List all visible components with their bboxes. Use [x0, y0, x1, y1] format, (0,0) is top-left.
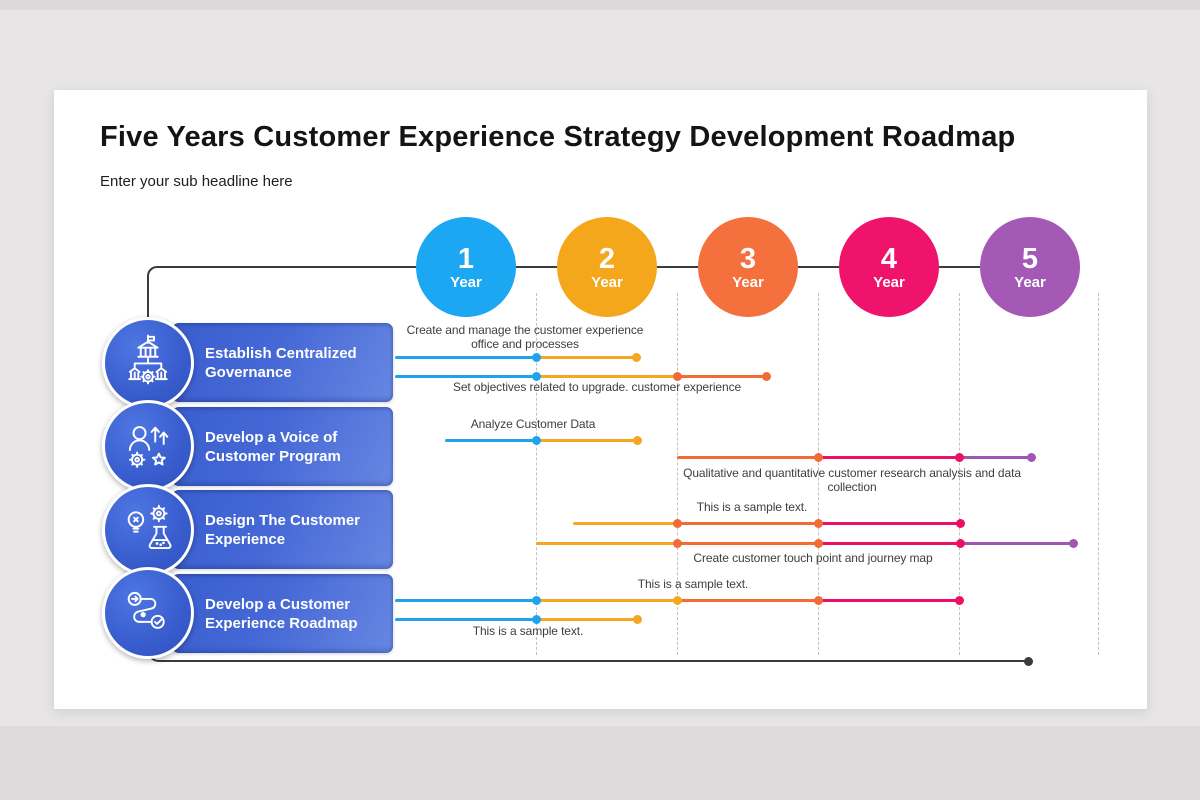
timeline-segment	[818, 455, 959, 459]
timeline-dot	[1026, 452, 1036, 462]
page-title: Five Years Customer Experience Strategy …	[100, 121, 1016, 153]
year-gridline-5	[1098, 293, 1099, 655]
timeline-dot	[954, 452, 964, 462]
year-number: 1	[457, 242, 475, 275]
timeline-segment	[445, 438, 536, 442]
year-circle-1: 1 Year	[416, 217, 516, 317]
timeline-segment	[536, 541, 677, 545]
timeline-dot	[531, 371, 541, 381]
category-box-design-customer-experience: Design The Customer Experience	[172, 490, 393, 569]
timeline-segment	[818, 521, 960, 525]
governance-icon	[119, 332, 177, 395]
timeline-segment	[395, 374, 536, 378]
background-strip-bottom	[0, 726, 1200, 800]
timeline-segment	[536, 617, 637, 621]
timeline-dot	[813, 538, 823, 548]
timeline-segment	[536, 355, 636, 359]
year-gridline-2	[677, 293, 678, 655]
timeline-segment	[536, 598, 677, 602]
timeline-dot	[955, 518, 965, 528]
timeline-dot	[672, 538, 682, 548]
timeline-dot	[813, 595, 823, 605]
background-strip-top	[0, 0, 1200, 10]
category-label: Develop a Customer Experience Roadmap	[205, 595, 358, 632]
timeline-dot	[672, 595, 682, 605]
category-label: Design The Customer Experience	[205, 511, 361, 548]
timeline-segment	[677, 455, 818, 459]
year-circle-3: 3 Year	[698, 217, 798, 317]
timeline-dot	[955, 538, 965, 548]
design-experience-icon	[119, 499, 177, 562]
year-number: 4	[880, 242, 898, 275]
timeline-label: This is a sample text.	[696, 500, 808, 514]
category-icon-circle	[102, 317, 194, 409]
year-circle-4: 4 Year	[839, 217, 939, 317]
timeline-segment	[395, 598, 536, 602]
category-box-develop-voice-of-customer: Develop a Voice of Customer Program	[172, 407, 393, 486]
timeline-label: Set objectives related to upgrade. custo…	[452, 380, 742, 394]
year-gridline-3	[818, 293, 819, 655]
category-box-develop-cx-roadmap: Develop a Customer Experience Roadmap	[172, 574, 393, 653]
timeline-segment	[818, 541, 960, 545]
connector-line-bottom	[159, 660, 1028, 662]
timeline-label: Analyze Customer Data	[470, 417, 596, 431]
timeline-segment	[677, 598, 818, 602]
timeline-dot	[954, 595, 964, 605]
timeline-dot	[531, 595, 541, 605]
year-number: 2	[598, 242, 616, 275]
connector-end-dot	[1024, 657, 1033, 666]
timeline-segment	[818, 598, 959, 602]
year-gridline-1	[536, 293, 537, 655]
timeline-dot	[672, 518, 682, 528]
category-box-establish-centralized-governance: Establish Centralized Governance	[172, 323, 393, 402]
timeline-segment	[395, 617, 536, 621]
timeline-dot	[632, 435, 642, 445]
timeline-segment	[960, 541, 1073, 545]
category-icon-circle	[102, 400, 194, 492]
timeline-dot	[531, 614, 541, 624]
timeline-segment	[573, 521, 677, 525]
timeline-segment	[677, 374, 766, 378]
timeline-dot	[631, 352, 641, 362]
voice-of-customer-icon	[119, 415, 177, 478]
year-word: Year	[450, 273, 482, 291]
timeline-dot	[531, 435, 541, 445]
page-subtitle: Enter your sub headline here	[100, 173, 293, 190]
timeline-segment	[395, 355, 536, 359]
timeline-dot	[761, 371, 771, 381]
timeline-segment	[536, 374, 677, 378]
year-word: Year	[1014, 273, 1046, 291]
timeline-label: Create and manage the customer experienc…	[406, 323, 644, 351]
year-number: 5	[1021, 242, 1039, 275]
connector-corner-top	[147, 266, 159, 278]
timeline-segment	[677, 521, 818, 525]
category-label: Develop a Voice of Customer Program	[205, 428, 341, 465]
timeline-segment	[536, 438, 637, 442]
category-icon-circle	[102, 567, 194, 659]
category-icon-circle	[102, 484, 194, 576]
timeline-label: This is a sample text.	[472, 624, 584, 638]
timeline-label: Qualitative and quantitative customer re…	[683, 466, 1021, 494]
year-circle-5: 5 Year	[980, 217, 1080, 317]
year-circle-2: 2 Year	[557, 217, 657, 317]
timeline-dot	[632, 614, 642, 624]
timeline-dot	[813, 518, 823, 528]
timeline-label: This is a sample text.	[637, 577, 749, 591]
timeline-segment	[677, 541, 818, 545]
timeline-dot	[531, 352, 541, 362]
year-word: Year	[591, 273, 623, 291]
timeline-segment	[959, 455, 1031, 459]
timeline-dot	[672, 371, 682, 381]
roadmap-icon	[119, 582, 177, 645]
year-number: 3	[739, 242, 757, 275]
year-word: Year	[873, 273, 905, 291]
timeline-dot	[813, 452, 823, 462]
year-gridline-4	[959, 293, 960, 655]
timeline-label: Create customer touch point and journey …	[693, 551, 933, 565]
timeline-dot	[1068, 538, 1078, 548]
year-word: Year	[732, 273, 764, 291]
category-label: Establish Centralized Governance	[205, 344, 357, 381]
